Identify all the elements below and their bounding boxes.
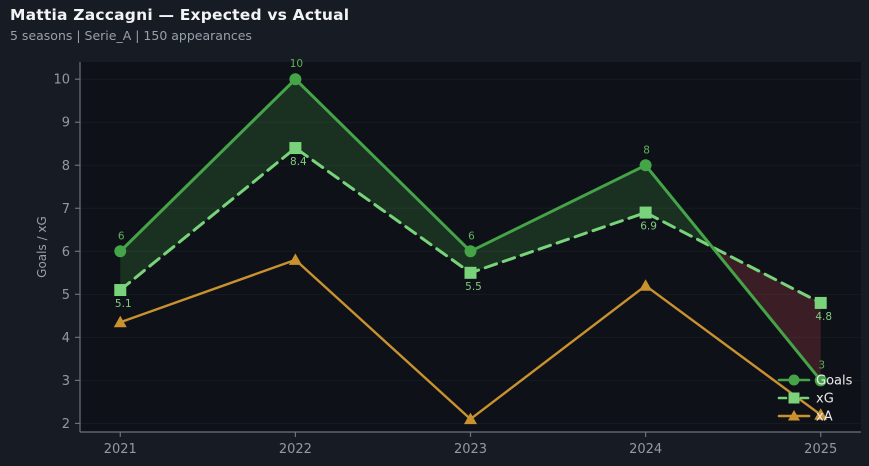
x-tick-label: 2024	[629, 442, 662, 457]
x-tick-label: 2021	[104, 442, 137, 457]
xg-value-label: 5.1	[115, 298, 132, 310]
legend-marker-xg	[788, 392, 800, 404]
y-tick-label: 9	[62, 116, 70, 131]
xa-marker	[639, 279, 653, 291]
xg-marker	[114, 284, 127, 297]
y-tick-label: 10	[53, 73, 70, 88]
xg-value-label: 4.8	[815, 311, 832, 323]
xg-marker	[289, 142, 302, 155]
y-axis-title: Goals / xG	[35, 216, 49, 278]
goals-value-label: 6	[118, 230, 125, 242]
xa-marker	[288, 253, 302, 265]
y-tick-label: 3	[62, 374, 70, 389]
y-tick-label: 8	[62, 159, 70, 174]
xg-value-label: 6.9	[640, 221, 657, 233]
goals-marker	[464, 245, 477, 258]
goals-marker	[289, 73, 302, 86]
legend-label-xg: xG	[816, 392, 834, 407]
x-tick-label: 2023	[454, 442, 487, 457]
legend-marker-xa	[788, 410, 800, 421]
legend-marker-goals	[788, 374, 800, 386]
x-tick-label: 2025	[804, 442, 837, 457]
goals-value-label: 3	[818, 359, 825, 371]
x-tick-label: 2022	[279, 442, 312, 457]
y-tick-label: 5	[62, 288, 70, 303]
goals-value-label: 10	[290, 58, 303, 70]
legend-label-goals: Goals	[816, 374, 853, 389]
y-tick-label: 7	[62, 202, 70, 217]
fill-goals-above-xg	[120, 79, 713, 290]
xg-value-label: 5.5	[465, 281, 482, 293]
xa-marker	[814, 408, 828, 420]
page-title: Mattia Zaccagni — Expected vs Actual	[10, 6, 350, 24]
y-tick-label: 4	[62, 331, 70, 346]
goals-value-label: 8	[643, 144, 650, 156]
goals-marker	[814, 374, 827, 387]
xa-marker	[113, 315, 127, 328]
legend-label-xa: xA	[816, 410, 833, 425]
page-subtitle: 5 seasons | Serie_A | 150 appearances	[10, 28, 252, 44]
goals-marker	[114, 245, 127, 258]
xg-value-label: 8.4	[290, 156, 307, 168]
y-tick-label: 2	[62, 417, 70, 432]
y-tick-label: 6	[62, 245, 70, 260]
xg-marker	[464, 266, 477, 279]
xg-marker	[639, 206, 652, 219]
goals-value-label: 6	[468, 230, 475, 242]
goals-marker	[639, 159, 652, 172]
chart-header: Mattia Zaccagni — Expected vs Actual 5 s…	[10, 6, 349, 43]
xg-marker	[814, 296, 827, 309]
xa-marker	[464, 412, 477, 425]
